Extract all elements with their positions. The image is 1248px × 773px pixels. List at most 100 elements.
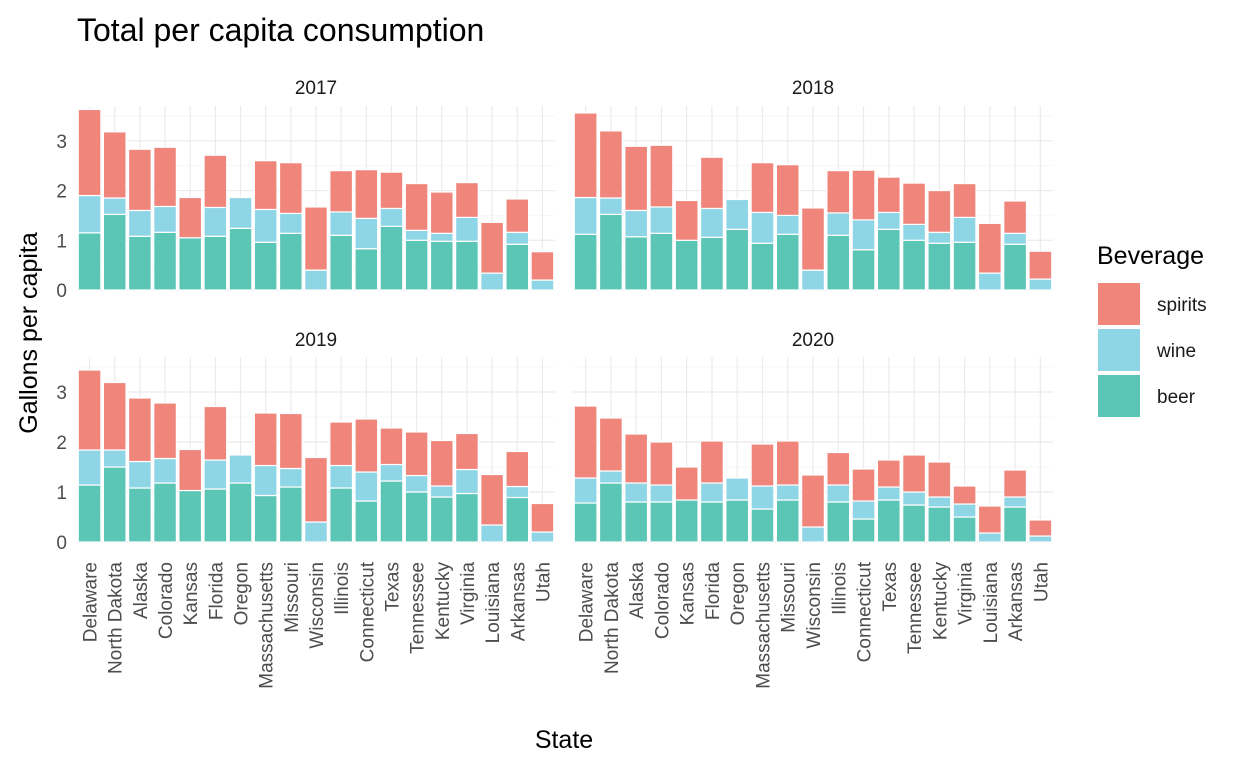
legend-title: Beverage [1097, 242, 1204, 270]
bar-segment-wine [102, 449, 127, 468]
bar-segment-wine [102, 197, 127, 216]
bar-segment-wine [530, 279, 555, 291]
y-tick-label: 1 [56, 483, 67, 504]
bar-segment-spirits [699, 440, 724, 484]
bar-segment-beer [153, 482, 177, 543]
x-tick-label: Kentucky [930, 562, 951, 641]
bar-segment-spirits [750, 162, 775, 214]
bar-segment-beer [649, 501, 674, 543]
bar-segment-spirits [876, 459, 901, 488]
bar-segment-wine [505, 231, 530, 245]
bar-segment-wine [649, 206, 674, 234]
bar-segment-spirits [1028, 519, 1053, 537]
legend-key-wine [1098, 329, 1140, 371]
bar-segment-beer [826, 234, 851, 291]
bar-segment-beer [674, 499, 699, 543]
bar-segment-beer [278, 232, 303, 291]
bar-segment-beer [77, 484, 102, 543]
bar-segment-spirits [902, 182, 927, 225]
bar-segment-spirits [826, 451, 851, 486]
x-tick-label: Oregon [728, 562, 749, 625]
bar-segment-beer [725, 228, 750, 291]
bar-segment-spirits [801, 207, 825, 271]
bar-segment-spirits [505, 450, 530, 488]
bar-segment-beer [127, 235, 152, 291]
x-tick-label: Colorado [156, 562, 177, 639]
bar-segment-spirits [649, 144, 674, 208]
bar-segment-beer [573, 233, 598, 291]
x-tick-label: Kansas [678, 562, 699, 625]
x-tick-label: North Dakota [106, 562, 127, 674]
bar-segment-spirits [127, 148, 152, 212]
x-tick-label: Utah [533, 562, 554, 602]
y-tick-label: 1 [56, 231, 67, 252]
bar-segment-spirits [429, 439, 454, 487]
facet-strip-label: 2017 [295, 78, 337, 99]
bar-segment-wine [750, 485, 775, 510]
y-tick-label: 3 [56, 383, 67, 404]
bar-segment-spirits [598, 130, 623, 199]
bar-segment-beer [573, 502, 598, 543]
bar-segment-spirits [598, 417, 623, 472]
bar-segment-beer [851, 249, 876, 291]
bar-segment-wine [278, 467, 303, 488]
bar-segment-beer [505, 496, 530, 543]
x-tick-label: Illinois [829, 562, 850, 615]
bar-segment-spirits [801, 474, 825, 528]
bar-segment-spirits [851, 169, 876, 221]
x-axis-title: State [535, 726, 593, 754]
bar-segment-wine [304, 521, 328, 543]
bar-segment-wine [379, 463, 404, 482]
bar-segment-spirits [278, 412, 303, 470]
bar-segment-wine [354, 471, 379, 502]
bar-segment-wine [404, 229, 429, 241]
bar-segment-beer [1003, 243, 1028, 291]
bar-segment-spirits [775, 164, 800, 217]
bar-segment-wine [775, 214, 800, 235]
x-tick-label: Delaware [81, 562, 102, 642]
bar-segment-beer [927, 242, 952, 291]
bar-segment-beer [826, 501, 851, 543]
bar-segment-spirits [1028, 250, 1053, 280]
bar-segment-wine [902, 223, 927, 241]
bar-segment-wine [480, 524, 505, 543]
bar-segment-wine [429, 232, 454, 242]
bar-segment-spirits [203, 154, 228, 209]
x-tick-label: Kansas [181, 562, 202, 625]
bar-segment-beer [329, 234, 354, 291]
bar-segment-wine [404, 474, 429, 493]
bar-segment-spirits [530, 251, 555, 281]
bar-segment-spirits [977, 505, 1002, 534]
bar-segment-beer [354, 248, 379, 291]
legend-key-beer [1098, 375, 1140, 417]
bar-segment-beer [598, 482, 623, 543]
bar-segment-wine [598, 197, 623, 216]
x-tick-label: Kentucky [433, 562, 454, 641]
bar-segment-wine [699, 482, 724, 503]
facet-panel-2018: 2018 [573, 78, 1053, 291]
bar-segment-spirits [480, 473, 505, 526]
bar-segment-wine [505, 485, 530, 499]
x-tick-label: Tennessee [408, 562, 429, 654]
bar-segment-spirits [530, 502, 555, 533]
x-tick-label: Connecticut [357, 561, 378, 662]
bar-segment-beer [775, 233, 800, 291]
bar-segment-spirits [775, 440, 800, 486]
bar-segment-spirits [178, 196, 203, 239]
x-tick-label: Arkansas [1006, 562, 1027, 641]
bar-segment-spirits [203, 405, 228, 461]
x-tick-label: Illinois [332, 562, 353, 615]
bar-segment-spirits [77, 369, 102, 451]
bar-segment-spirits [977, 222, 1002, 274]
bar-segment-beer [379, 480, 404, 543]
bar-segment-beer [203, 235, 228, 291]
bar-segment-spirits [674, 199, 699, 241]
bar-segment-wine [750, 211, 775, 244]
bar-segment-wine [826, 484, 851, 503]
bar-segment-beer [429, 240, 454, 291]
x-tick-label: Wisconsin [307, 562, 328, 649]
bar-segment-spirits [876, 176, 901, 214]
bar-segment-wine [952, 216, 977, 243]
